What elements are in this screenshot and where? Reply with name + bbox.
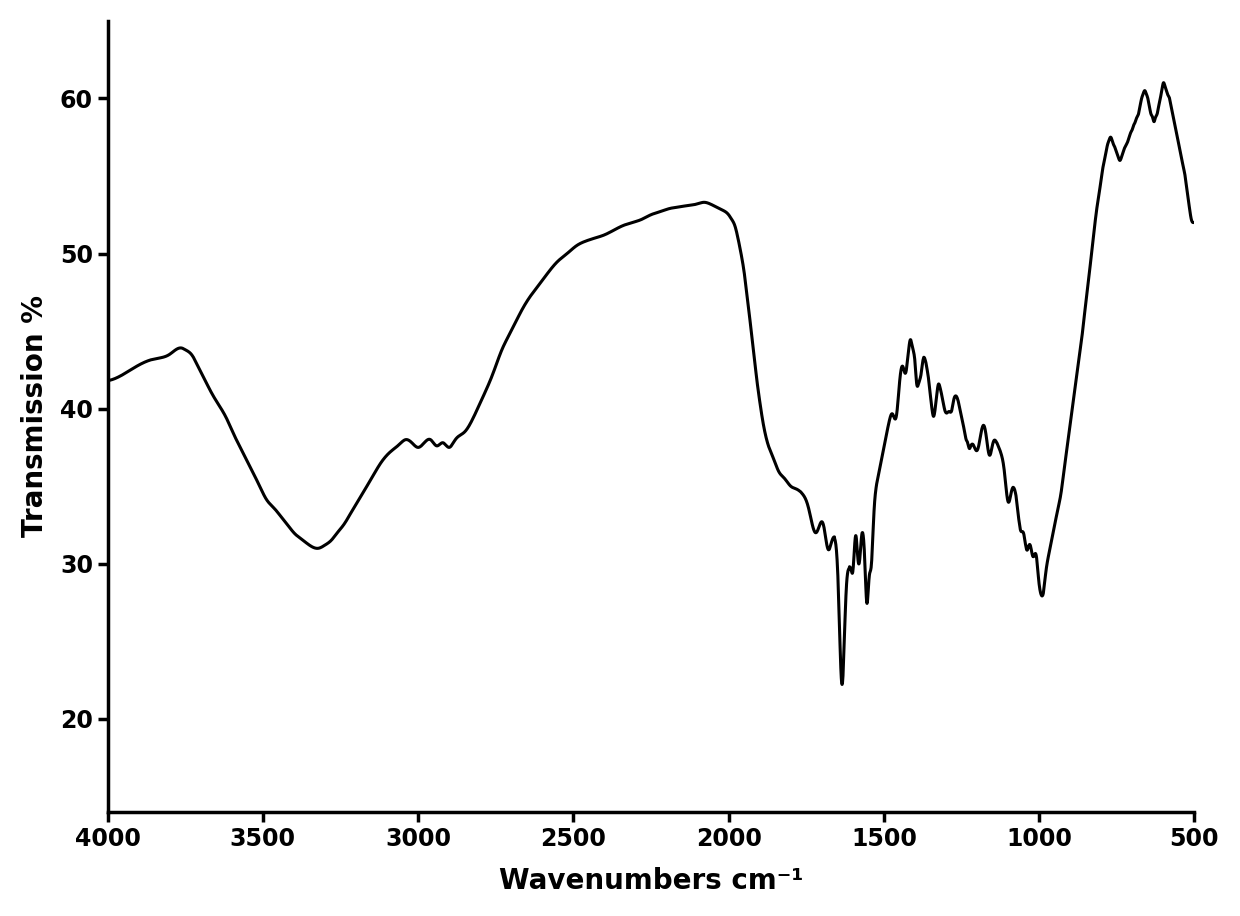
X-axis label: Wavenumbers cm⁻¹: Wavenumbers cm⁻¹	[498, 867, 804, 895]
Y-axis label: Transmission %: Transmission %	[21, 295, 48, 538]
